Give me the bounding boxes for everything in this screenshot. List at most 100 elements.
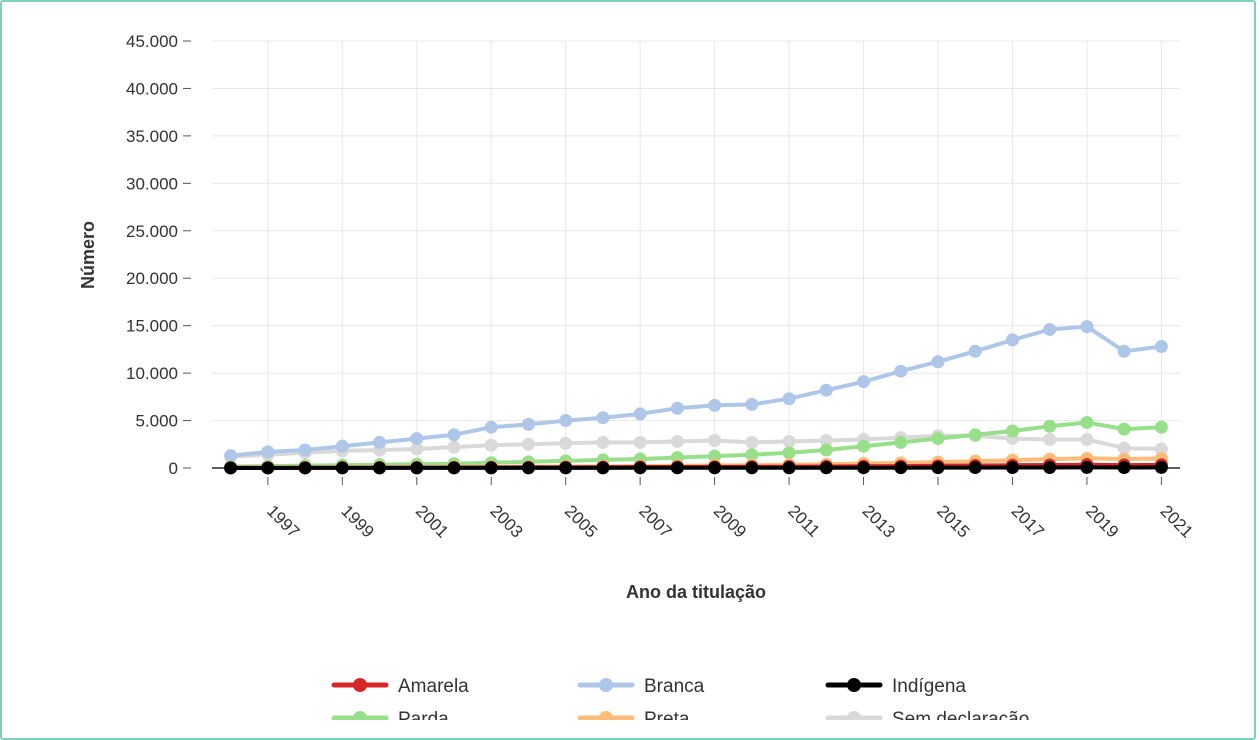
- data-point-sem-declaracao[interactable]: [1117, 441, 1131, 455]
- legend-item-branca[interactable]: Branca: [577, 676, 705, 697]
- data-point-indigena[interactable]: [670, 461, 684, 475]
- data-point-indigena[interactable]: [447, 461, 461, 475]
- data-point-parda[interactable]: [894, 435, 908, 449]
- data-point-indigena[interactable]: [1117, 460, 1131, 474]
- data-point-sem-declaracao[interactable]: [708, 433, 722, 447]
- data-point-indigena[interactable]: [1043, 460, 1057, 474]
- data-point-branca[interactable]: [224, 449, 238, 463]
- legend-label: Parda: [398, 709, 449, 720]
- data-point-parda[interactable]: [1117, 422, 1131, 436]
- data-point-sem-declaracao[interactable]: [670, 434, 684, 448]
- data-point-indigena[interactable]: [261, 461, 275, 475]
- data-point-sem-declaracao[interactable]: [819, 433, 833, 447]
- data-point-branca[interactable]: [1154, 340, 1168, 354]
- data-point-indigena[interactable]: [596, 461, 610, 475]
- data-point-branca[interactable]: [782, 392, 796, 406]
- data-point-branca[interactable]: [968, 344, 982, 358]
- series-indigena: [224, 460, 1168, 475]
- data-point-branca[interactable]: [596, 411, 610, 425]
- data-point-branca[interactable]: [1080, 320, 1094, 334]
- data-point-branca[interactable]: [1005, 333, 1019, 347]
- data-point-branca[interactable]: [894, 364, 908, 378]
- data-point-branca[interactable]: [670, 401, 684, 415]
- y-tick-label: 15.000: [126, 317, 178, 336]
- line-chart: 0 5.000 10.000 15.000 20.000 25.000 30.000 35.0…: [78, 32, 1197, 720]
- data-point-indigena[interactable]: [633, 461, 647, 475]
- data-point-parda[interactable]: [1154, 420, 1168, 434]
- data-point-branca[interactable]: [1043, 322, 1057, 336]
- data-point-branca[interactable]: [633, 407, 647, 421]
- data-point-parda[interactable]: [1043, 419, 1057, 433]
- data-point-branca[interactable]: [447, 428, 461, 442]
- legend-item-amarela[interactable]: Amarela: [331, 676, 469, 697]
- data-point-indigena[interactable]: [298, 461, 312, 475]
- data-point-parda[interactable]: [782, 446, 796, 460]
- data-point-indigena[interactable]: [708, 461, 722, 475]
- data-point-sem-declaracao[interactable]: [782, 434, 796, 448]
- x-axis: 1997 1999 2001 2003 2005 2007 2009 2011 2013 2015…: [263, 477, 1197, 542]
- data-point-indigena[interactable]: [782, 461, 796, 475]
- data-point-sem-declaracao[interactable]: [1080, 433, 1094, 447]
- legend-item-sem-declaracao[interactable]: Sem declaração: [825, 709, 1029, 720]
- data-point-parda[interactable]: [968, 428, 982, 442]
- data-point-parda[interactable]: [1005, 424, 1019, 438]
- data-point-indigena[interactable]: [521, 461, 535, 475]
- data-point-indigena[interactable]: [819, 461, 833, 475]
- y-axis: 0 5.000 10.000 15.000 20.000 25.000 30.000 35.0…: [126, 32, 191, 478]
- data-point-parda[interactable]: [819, 443, 833, 457]
- legend-item-indigena[interactable]: Indígena: [825, 676, 966, 697]
- data-point-indigena[interactable]: [857, 461, 871, 475]
- series-line-branca: [230, 324, 1162, 458]
- data-point-indigena[interactable]: [931, 461, 945, 475]
- data-point-branca[interactable]: [708, 398, 722, 412]
- data-point-sem-declaracao[interactable]: [1043, 433, 1057, 447]
- data-point-indigena[interactable]: [373, 461, 387, 475]
- legend-item-parda[interactable]: Parda: [331, 709, 449, 720]
- legend[interactable]: Amarela Branca Indígena Parda Preta Sem decla…: [331, 676, 1029, 720]
- data-point-branca[interactable]: [335, 439, 349, 453]
- data-point-indigena[interactable]: [894, 461, 908, 475]
- data-point-parda[interactable]: [857, 439, 871, 453]
- data-point-branca[interactable]: [410, 432, 424, 446]
- data-point-sem-declaracao[interactable]: [559, 436, 573, 450]
- data-point-branca[interactable]: [373, 435, 387, 449]
- data-point-sem-declaracao[interactable]: [484, 438, 498, 452]
- data-point-branca[interactable]: [857, 375, 871, 389]
- data-point-sem-declaracao[interactable]: [521, 437, 535, 451]
- legend-swatch-marker: [847, 711, 861, 720]
- data-point-branca[interactable]: [745, 397, 759, 411]
- x-tick-label: 2001: [412, 501, 452, 541]
- legend-label: Preta: [644, 709, 690, 720]
- data-point-branca[interactable]: [298, 443, 312, 457]
- data-point-branca[interactable]: [1117, 344, 1131, 358]
- data-point-branca[interactable]: [521, 417, 535, 431]
- data-point-branca[interactable]: [484, 420, 498, 434]
- data-point-indigena[interactable]: [410, 461, 424, 475]
- data-point-sem-declaracao[interactable]: [596, 435, 610, 449]
- x-tick-label: 2017: [1008, 501, 1048, 541]
- data-point-indigena[interactable]: [1080, 460, 1094, 474]
- data-point-branca[interactable]: [819, 383, 833, 397]
- data-point-indigena[interactable]: [559, 461, 573, 475]
- data-point-sem-declaracao[interactable]: [633, 435, 647, 449]
- data-point-indigena[interactable]: [484, 461, 498, 475]
- data-point-sem-declaracao[interactable]: [447, 440, 461, 454]
- data-point-indigena[interactable]: [1005, 461, 1019, 475]
- y-tick-label: 5.000: [135, 412, 178, 431]
- data-point-indigena[interactable]: [968, 461, 982, 475]
- data-point-branca[interactable]: [261, 445, 275, 459]
- data-point-indigena[interactable]: [335, 461, 349, 475]
- data-point-sem-declaracao[interactable]: [1154, 442, 1168, 456]
- data-point-parda[interactable]: [931, 432, 945, 446]
- data-point-branca[interactable]: [931, 355, 945, 369]
- data-point-indigena[interactable]: [745, 461, 759, 475]
- data-point-sem-declaracao[interactable]: [745, 435, 759, 449]
- data-point-parda[interactable]: [745, 448, 759, 462]
- data-point-sem-declaracao[interactable]: [410, 442, 424, 456]
- data-point-branca[interactable]: [559, 414, 573, 428]
- data-point-parda[interactable]: [708, 449, 722, 463]
- data-point-parda[interactable]: [1080, 415, 1094, 429]
- data-point-indigena[interactable]: [1154, 460, 1168, 474]
- data-point-indigena[interactable]: [224, 461, 238, 475]
- legend-item-preta[interactable]: Preta: [577, 709, 690, 720]
